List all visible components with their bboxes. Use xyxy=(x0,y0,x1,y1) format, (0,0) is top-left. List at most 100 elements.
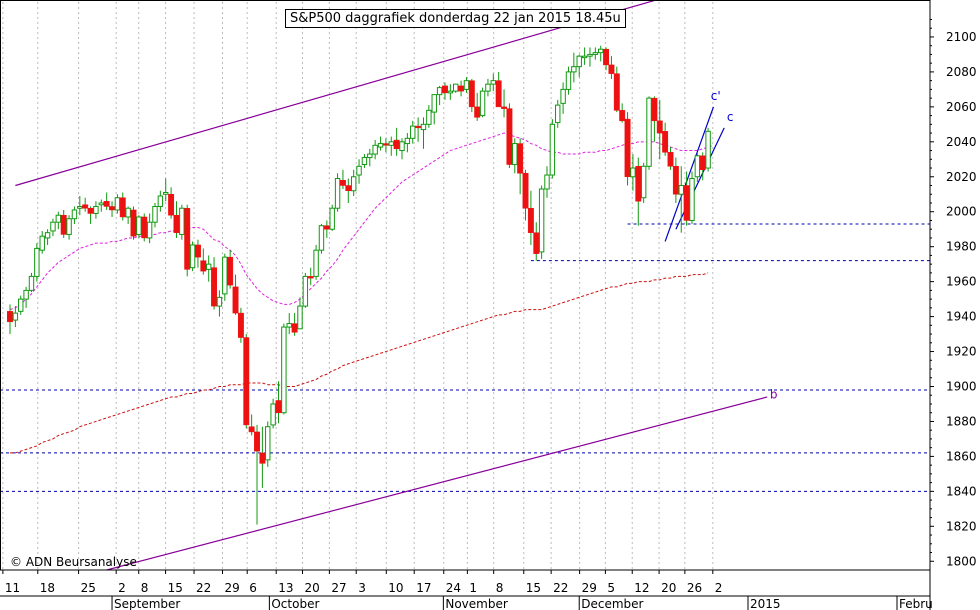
candle xyxy=(538,185,545,259)
candle xyxy=(404,133,411,153)
x-day-label: 6 xyxy=(249,581,257,595)
candle xyxy=(458,80,465,97)
candle-body-up xyxy=(388,141,394,146)
candle-body-up xyxy=(286,323,292,328)
x-day-label: 27 xyxy=(331,581,346,595)
x-month-label: September xyxy=(114,597,180,610)
candle xyxy=(512,138,518,174)
y-tick-label: 1860 xyxy=(946,449,977,463)
candle-body-down xyxy=(82,204,89,209)
candle xyxy=(195,239,201,268)
candle xyxy=(463,77,470,93)
candle xyxy=(490,73,497,92)
trend-channel xyxy=(15,0,768,571)
candle xyxy=(705,127,711,172)
candle-body-up xyxy=(93,205,99,214)
candle xyxy=(119,192,126,221)
candle xyxy=(44,229,51,245)
candle-body-up xyxy=(222,256,228,295)
candle-body-down xyxy=(87,207,94,214)
candle-body-down xyxy=(339,180,346,186)
candlesticks xyxy=(7,45,711,525)
y-tick-label: 1840 xyxy=(946,484,977,498)
y-axis: 1800 1820 1840 1860 1880 1900 1920 1940 1960 1980… xyxy=(930,18,977,568)
candle xyxy=(125,206,131,224)
candle-body-down xyxy=(474,106,481,118)
candle-body-down xyxy=(168,193,175,216)
candle xyxy=(141,213,148,242)
candle xyxy=(651,96,658,142)
candle-body-up xyxy=(163,191,169,195)
candle-body-up xyxy=(39,235,45,251)
candle xyxy=(157,190,164,212)
y-tick-label: 1920 xyxy=(946,345,977,359)
candle xyxy=(259,426,266,488)
candle xyxy=(393,127,400,156)
candle xyxy=(453,83,459,93)
candle-body-up xyxy=(98,202,104,206)
candle xyxy=(501,89,507,118)
candle-body-down xyxy=(141,216,148,239)
candle xyxy=(313,244,319,280)
x-day-label: 20 xyxy=(661,581,676,595)
candle xyxy=(420,117,427,149)
candle-body-up xyxy=(152,205,158,223)
candle-body-up xyxy=(689,178,695,221)
candle-body-up xyxy=(426,109,432,125)
support-lines xyxy=(0,223,930,492)
candle-body-down xyxy=(667,152,674,167)
x-day-label: 18 xyxy=(40,581,55,595)
x-day-label: 5 xyxy=(607,581,615,595)
x-day-label: 15 xyxy=(526,581,541,595)
candle xyxy=(39,230,45,254)
candle xyxy=(55,211,62,230)
candle-body-up xyxy=(313,249,319,277)
candle xyxy=(603,47,610,71)
candle xyxy=(291,313,298,336)
candle xyxy=(678,166,684,233)
x-day-label: 3 xyxy=(358,581,366,595)
candle-body-up xyxy=(55,214,62,223)
candle xyxy=(350,169,357,196)
candle-body-up xyxy=(565,71,572,90)
candle-body-up xyxy=(372,144,378,155)
candle-body-up xyxy=(399,141,405,152)
candle-body-down xyxy=(458,85,465,92)
candle-body-down xyxy=(517,143,524,174)
candle-body-up xyxy=(431,94,437,113)
candle-body-down xyxy=(227,256,234,286)
candle-body-down xyxy=(237,312,244,338)
candle xyxy=(152,202,158,228)
candle xyxy=(243,334,250,429)
candle-body-down xyxy=(130,209,137,237)
y-tick-label: 1940 xyxy=(946,310,977,324)
candle-body-down xyxy=(103,200,110,207)
candle xyxy=(527,190,534,245)
annotations: c' c b xyxy=(711,89,778,402)
y-tick-label: 1960 xyxy=(946,275,977,289)
candle xyxy=(410,120,416,144)
candle xyxy=(367,148,373,167)
candle xyxy=(248,414,255,436)
candle-body-up xyxy=(34,247,40,277)
candle xyxy=(270,398,276,429)
candle-body-up xyxy=(630,167,636,178)
candle-body-up xyxy=(463,80,470,90)
candle-body-up xyxy=(367,153,373,159)
candle xyxy=(297,297,303,330)
candle-body-up xyxy=(146,221,153,239)
candle xyxy=(18,295,24,315)
candle-body-up xyxy=(125,207,131,218)
candle-body-down xyxy=(624,118,631,178)
x-day-label: 20 xyxy=(305,581,320,595)
candle-body-down xyxy=(7,311,13,323)
candle xyxy=(227,250,234,289)
candle xyxy=(442,82,448,100)
candle xyxy=(130,206,137,240)
candle-body-up xyxy=(598,48,604,54)
candle-body-up xyxy=(705,130,711,169)
candle-body-up xyxy=(404,137,411,145)
candle xyxy=(587,47,593,67)
candle xyxy=(640,162,647,203)
chart-frame xyxy=(0,0,931,610)
